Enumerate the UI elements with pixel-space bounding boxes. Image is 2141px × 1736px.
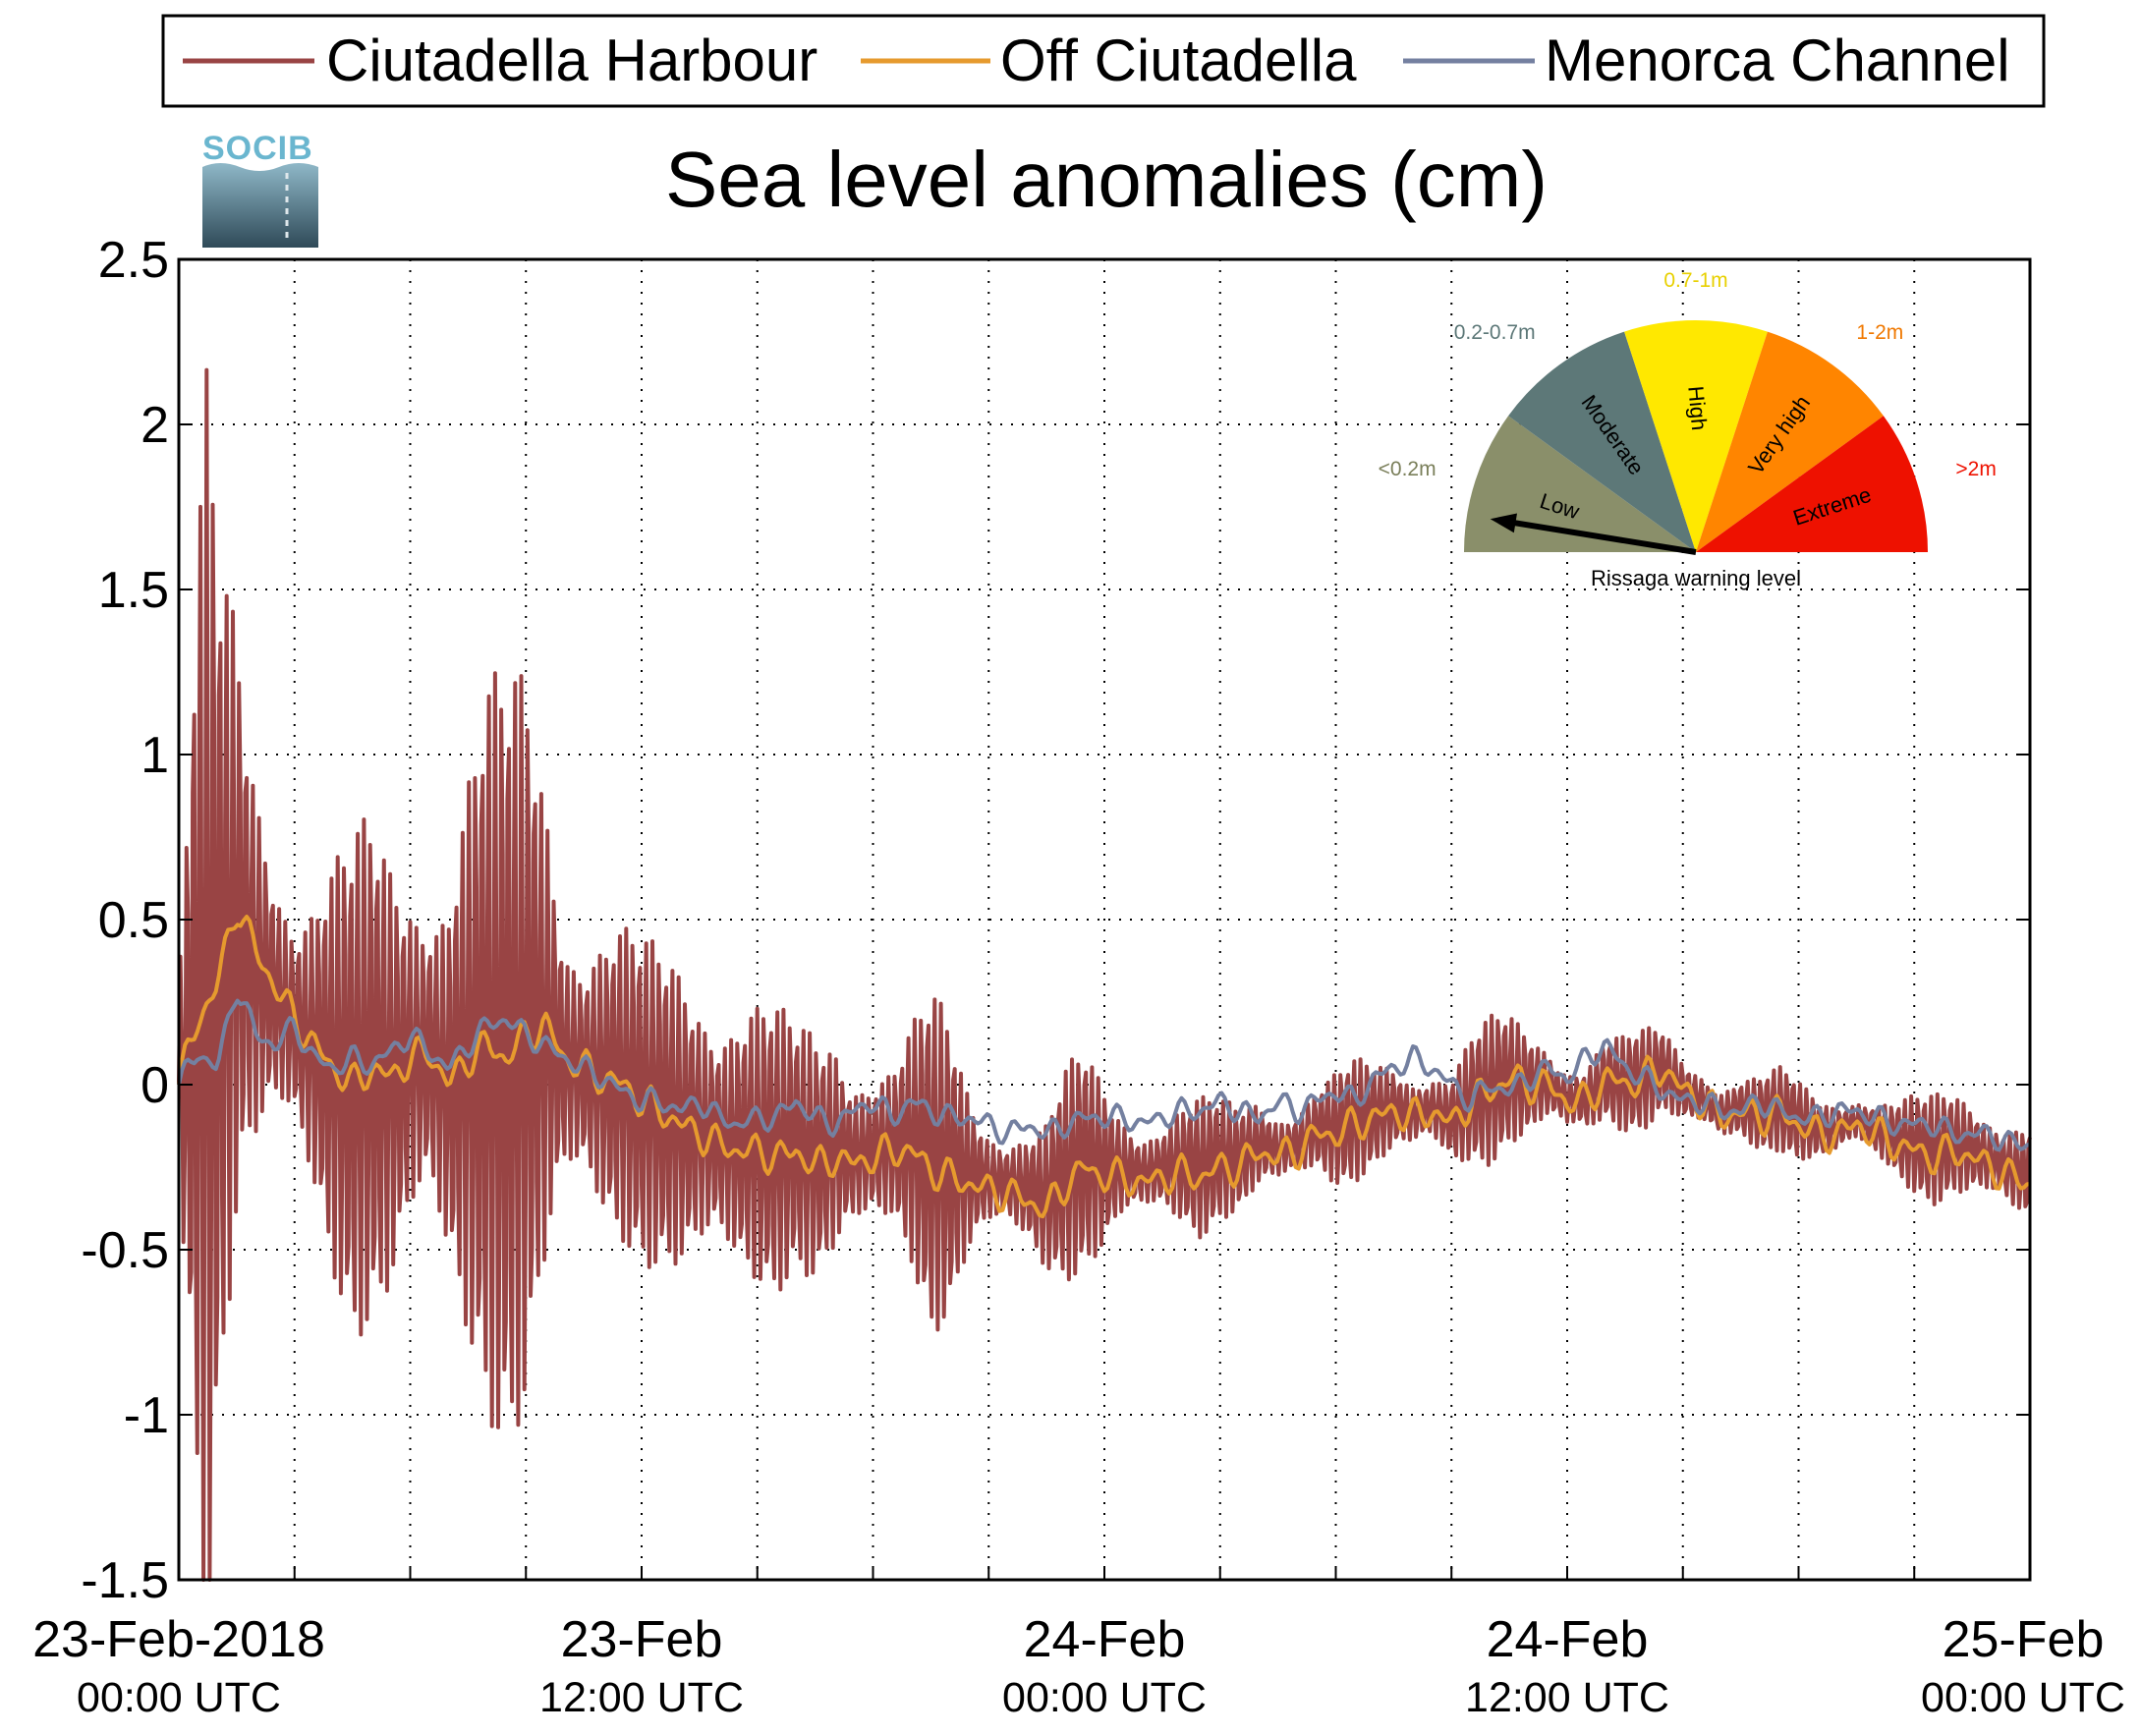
gauge-sector-label: High <box>1683 385 1712 431</box>
y-tick-label: 0.5 <box>98 892 169 949</box>
x-tick-label-date: 23-Feb <box>561 1611 723 1668</box>
legend-box <box>161 14 2046 108</box>
x-tick-label-date: 24-Feb <box>1024 1611 1186 1668</box>
x-tick-label-date: 25-Feb <box>1943 1611 2105 1668</box>
series-line-ciutadella-harbour <box>177 367 2032 1582</box>
y-axis: -1.5 -1 -0.5 0 0.5 1 1.5 2 2.5 <box>81 232 2030 1609</box>
gauge-sector-extreme <box>1696 416 1928 552</box>
gauge-sector-moderate <box>1508 331 1696 552</box>
y-tick-label: 2 <box>141 397 169 454</box>
series-line-off-ciutadella <box>177 915 2031 1219</box>
gauge-needle-arrow-icon <box>1490 513 1517 533</box>
gauge-range-labels: <0.2m 0.2-0.7m 0.7-1m 1-2m >2m <box>1379 269 1997 480</box>
gauge-range-label: >2m <box>1955 458 1996 480</box>
legend-label-ciutadella-harbour: Ciutadella Harbour <box>326 28 817 93</box>
gauge-sector-high <box>1624 320 1768 552</box>
gauge-range-label: <0.2m <box>1379 458 1437 480</box>
gauge-caption: Rissaga warning level <box>1591 566 1801 590</box>
grid <box>178 258 2031 1581</box>
x-tick-label-time: 00:00 UTC <box>1002 1674 1207 1721</box>
y-tick-label: -1 <box>124 1387 169 1444</box>
y-tick-label: 1 <box>141 727 169 784</box>
gauge-sector-very-high <box>1696 331 1884 552</box>
series-layer <box>177 367 2032 1582</box>
x-tick-label-time: 00:00 UTC <box>77 1674 281 1721</box>
x-tick-label-time: 12:00 UTC <box>1465 1674 1669 1721</box>
logo-text: SOCIB <box>202 130 313 167</box>
y-tick-label: -0.5 <box>81 1222 169 1279</box>
y-tick-label: 2.5 <box>98 232 169 289</box>
chart-title: Sea level anomalies (cm) <box>665 136 1548 223</box>
x-tick-label-time: 12:00 UTC <box>539 1674 744 1721</box>
gauge-needle <box>1507 519 1697 555</box>
gauge-range-label: 0.2-0.7m <box>1454 321 1536 344</box>
gauge-sector-low <box>1464 416 1696 552</box>
legend: Ciutadella Harbour Off Ciutadella Menorc… <box>161 14 2046 108</box>
gauge-range-label: 1-2m <box>1856 321 1903 344</box>
legend-label-menorca-channel: Menorca Channel <box>1545 28 2010 93</box>
legend-label-off-ciutadella: Off Ciutadella <box>1000 28 1357 93</box>
socib-logo: SOCIB <box>202 130 318 248</box>
gauge-range-label: 0.7-1m <box>1663 269 1727 292</box>
y-tick-label: 1.5 <box>98 562 169 619</box>
series-line-menorca-channel <box>177 998 2031 1152</box>
y-tick-label: -1.5 <box>81 1552 169 1609</box>
y-tick-label: 0 <box>141 1057 169 1114</box>
logo-wave-icon <box>202 163 318 248</box>
x-tick-label-time: 00:00 UTC <box>1921 1674 2125 1721</box>
x-axis: 23-Feb-2018 00:00 UTC 23-Feb 12:00 UTC 24-Fe… <box>32 1566 2125 1721</box>
x-tick-label-date: 23-Feb-2018 <box>32 1611 325 1668</box>
x-tick-label-date: 24-Feb <box>1487 1611 1649 1668</box>
